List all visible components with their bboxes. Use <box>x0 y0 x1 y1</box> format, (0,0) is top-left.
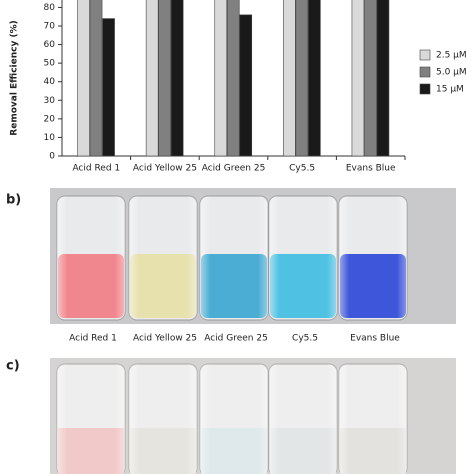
glass <box>339 196 407 320</box>
bar <box>145 0 159 156</box>
bar <box>239 14 253 156</box>
legend-swatch <box>419 66 431 78</box>
vial-caption: Acid Green 25 <box>204 334 268 344</box>
glass <box>129 364 197 474</box>
x-tick-label: Acid Green 25 <box>202 164 266 174</box>
vial-caption: Cy5.5 <box>292 334 318 344</box>
bar <box>102 18 115 156</box>
y-tick-label: 10 <box>44 133 56 143</box>
glass <box>200 364 268 474</box>
y-tick-label: 20 <box>44 114 56 124</box>
x-tick-label: Cy5.5 <box>289 164 315 174</box>
y-tick-label: 40 <box>44 77 56 87</box>
bar <box>376 0 390 156</box>
bar <box>283 0 296 156</box>
y-tick-label: 80 <box>44 3 56 13</box>
bar <box>364 0 377 156</box>
x-tick-label: Evans Blue <box>346 164 396 174</box>
glass <box>200 196 268 320</box>
panel-label: b) <box>6 193 21 208</box>
bar <box>170 0 184 156</box>
glass <box>339 364 407 474</box>
vial-caption: Acid Yellow 25 <box>133 334 197 344</box>
legend-label: 5.0 µM <box>436 68 467 78</box>
panel-label: c) <box>6 359 20 374</box>
legend-label: 2.5 µM <box>436 51 467 61</box>
legend-label: 15 µM <box>436 85 464 95</box>
bars <box>77 0 390 156</box>
x-tick-label: Acid Red 1 <box>72 164 120 174</box>
glass <box>129 196 197 320</box>
vial-caption: Acid Red 1 <box>69 334 117 344</box>
y-tick-label: 60 <box>44 40 56 50</box>
y-tick-label: 70 <box>44 22 56 32</box>
legend-swatch <box>419 83 431 95</box>
glass <box>57 196 125 320</box>
bar <box>89 0 103 156</box>
y-axis-label: Removal Efficiency (%) <box>10 20 20 135</box>
glass <box>269 364 337 474</box>
bar <box>214 0 228 156</box>
glass <box>57 364 125 474</box>
y-tick-label: 50 <box>44 59 56 69</box>
y-tick-label: 30 <box>44 96 56 106</box>
legend-swatch <box>419 49 431 61</box>
bar <box>77 0 90 156</box>
glass <box>269 196 337 320</box>
x-tick-label: Acid Yellow 25 <box>133 164 197 174</box>
bar <box>158 0 171 156</box>
bar <box>226 0 240 156</box>
bar <box>295 0 309 156</box>
bar <box>308 0 321 156</box>
y-tick-label: 0 <box>49 152 55 162</box>
vial-caption: Evans Blue <box>350 334 400 344</box>
bar <box>351 0 365 156</box>
